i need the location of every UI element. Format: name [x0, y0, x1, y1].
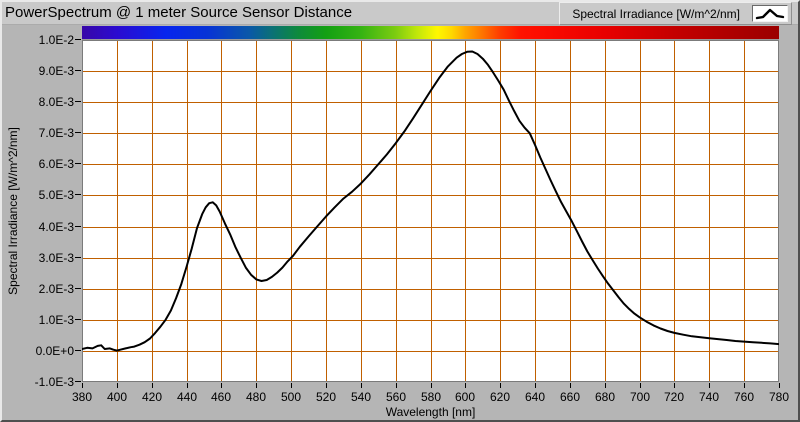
x-tick-label: 700	[629, 390, 651, 404]
x-tick-label: 500	[280, 390, 302, 404]
x-tick-mark	[535, 383, 536, 388]
x-tick-label: 580	[420, 390, 442, 404]
x-tick-label: 480	[245, 390, 267, 404]
spectrum-colorbar	[82, 26, 779, 40]
x-tick-mark	[291, 383, 292, 388]
y-axis-title: Spectral Irradiance [W/m^2/nm]	[6, 127, 20, 295]
curve-peak-icon	[755, 8, 785, 19]
y-tick-mark	[75, 319, 81, 320]
y-tick-label: -1.0E-3	[34, 375, 74, 389]
x-tick-label: 680	[594, 390, 616, 404]
x-tick-label: 400	[106, 390, 128, 404]
x-tick-mark	[256, 383, 257, 388]
x-axis-title: Wavelength [nm]	[385, 405, 476, 419]
x-tick-label: 620	[489, 390, 511, 404]
x-tick-label: 560	[385, 390, 407, 404]
x-tick-mark	[396, 383, 397, 388]
y-tick-label: 8.0E-3	[38, 95, 74, 109]
page-title: PowerSpectrum @ 1 meter Source Sensor Di…	[5, 4, 353, 21]
y-tick-label: 7.0E-3	[38, 126, 74, 140]
y-tick-label: 0.0E+0	[35, 344, 74, 358]
spectrum-curve	[82, 50, 779, 352]
y-tick-label: 5.0E-3	[38, 188, 74, 202]
x-tick-mark	[500, 383, 501, 388]
x-tick-mark	[361, 383, 362, 388]
x-tick-mark	[431, 383, 432, 388]
x-tick-mark	[465, 383, 466, 388]
x-tick-label: 720	[663, 390, 685, 404]
x-tick-mark	[221, 383, 222, 388]
x-tick-label: 640	[524, 390, 546, 404]
x-tick-label: 420	[141, 390, 163, 404]
x-tick-label: 760	[733, 390, 755, 404]
y-tick-label: 6.0E-3	[38, 157, 74, 171]
x-tick-label: 520	[315, 390, 337, 404]
plot-legend[interactable]: Spectral Irradiance [W/m^2/nm]	[559, 2, 792, 25]
plot-border	[82, 40, 779, 382]
plot-area	[82, 40, 779, 382]
y-tick-mark	[75, 381, 81, 382]
x-tick-label: 460	[210, 390, 232, 404]
y-tick-label: 9.0E-3	[38, 64, 74, 78]
y-tick-mark	[75, 39, 81, 40]
y-tick-mark	[75, 101, 81, 102]
x-tick-mark	[152, 383, 153, 388]
legend-label: Spectral Irradiance [W/m^2/nm]	[572, 6, 740, 21]
y-tick-label: 1.0E-3	[38, 313, 74, 327]
x-tick-label: 540	[350, 390, 372, 404]
y-tick-mark	[75, 132, 81, 133]
x-tick-mark	[605, 383, 606, 388]
x-tick-label: 660	[559, 390, 581, 404]
legend-plot-style-box[interactable]	[752, 5, 788, 22]
x-tick-mark	[187, 383, 188, 388]
x-tick-label: 740	[698, 390, 720, 404]
x-tick-label: 780	[768, 390, 790, 404]
y-tick-mark	[75, 70, 81, 71]
x-tick-label: 440	[176, 390, 198, 404]
y-tick-mark	[75, 163, 81, 164]
x-tick-mark	[779, 383, 780, 388]
y-tick-label: 3.0E-3	[38, 251, 74, 265]
x-tick-mark	[674, 383, 675, 388]
x-tick-mark	[117, 383, 118, 388]
y-tick-mark	[75, 350, 81, 351]
y-tick-mark	[75, 288, 81, 289]
x-tick-label: 380	[71, 390, 93, 404]
x-tick-mark	[326, 383, 327, 388]
x-tick-mark	[640, 383, 641, 388]
x-tick-label: 600	[454, 390, 476, 404]
y-tick-label: 4.0E-3	[38, 220, 74, 234]
x-tick-mark	[82, 383, 83, 388]
y-tick-label: 2.0E-3	[38, 282, 74, 296]
x-tick-mark	[744, 383, 745, 388]
plot-canvas	[82, 40, 779, 382]
y-tick-mark	[75, 226, 81, 227]
x-tick-mark	[709, 383, 710, 388]
x-tick-mark	[570, 383, 571, 388]
y-tick-mark	[75, 257, 81, 258]
y-tick-mark	[75, 194, 81, 195]
y-tick-label: 1.0E-2	[38, 33, 74, 47]
